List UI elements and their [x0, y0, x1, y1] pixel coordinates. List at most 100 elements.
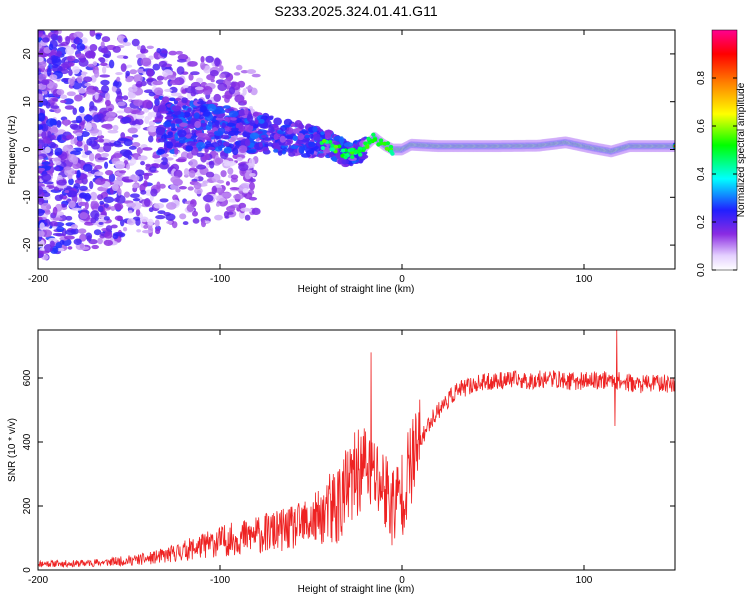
- spectrogram-noise-blob: [128, 86, 138, 93]
- spectrogram-noise-blob: [86, 235, 92, 242]
- spectrogram-noise-blob: [73, 238, 82, 246]
- spectrogram-cluster-blob: [283, 147, 288, 151]
- spectrogram-cluster-blob: [185, 145, 194, 152]
- spectrogram-noise-blob: [52, 217, 63, 221]
- spectrogram-noise-blob: [159, 198, 169, 203]
- spectrogram-noise-blob: [175, 50, 183, 55]
- spectrogram-noise-blob: [233, 193, 244, 200]
- spectrogram-noise-blob: [196, 77, 204, 84]
- spectrogram-noise-blob: [125, 70, 131, 77]
- spectrogram-noise-blob: [68, 178, 74, 186]
- spectrogram-noise-blob: [104, 99, 111, 107]
- spectrogram-noise-blob: [41, 161, 51, 166]
- spectrogram-noise-blob: [89, 180, 94, 190]
- spectrogram-noise-blob: [215, 202, 221, 207]
- spectrogram-noise-blob: [226, 205, 236, 212]
- spectrogram-cluster-blob: [167, 131, 173, 137]
- spectrogram-noise-blob: [78, 173, 88, 180]
- spectrogram-noise-blob: [158, 60, 168, 68]
- spectrogram-noise-blob: [238, 163, 249, 172]
- spectrogram-noise-blob: [56, 89, 65, 96]
- spectrogram-cluster-blob: [212, 109, 222, 115]
- spectrogram-noise-blob: [246, 69, 257, 75]
- spectrogram-noise-blob: [38, 186, 44, 195]
- spectrogram-noise-blob: [104, 169, 114, 176]
- spectrogram-noise-blob: [63, 98, 74, 105]
- spectrogram-y-ticks: 20 10 0 -10 -20: [22, 48, 675, 252]
- spectrogram-cluster-blob: [300, 153, 311, 158]
- spectrogram-noise-blob: [99, 200, 105, 205]
- spectrogram-noise-blob: [97, 237, 103, 245]
- spectrogram-cluster-blob: [277, 130, 286, 135]
- spectrogram-noise-blob: [46, 118, 57, 127]
- spectrogram-noise-blob: [192, 218, 200, 224]
- spectrogram-noise-blob: [242, 188, 249, 194]
- spectrogram-noise-blob: [73, 31, 84, 39]
- y-tick-label: 0: [22, 146, 33, 152]
- spectrogram-noise-blob: [141, 229, 153, 234]
- spectrogram-noise-blob: [191, 146, 199, 156]
- spectrogram-noise-blob: [85, 89, 96, 95]
- spectrogram-noise-blob: [88, 152, 95, 162]
- spectrogram-noise-blob: [40, 202, 51, 211]
- spectrogram-noise-blob: [92, 61, 98, 66]
- spectrogram-cluster-blob: [308, 141, 316, 148]
- spectrogram-noise-blob: [47, 131, 52, 139]
- spectrogram-noise-blob: [84, 82, 91, 87]
- spectrogram-noise-blob: [41, 131, 47, 139]
- spectrogram-noise-blob: [101, 85, 110, 94]
- spectrogram-cluster-blob: [309, 133, 314, 139]
- spectrogram-noise-blob: [88, 136, 99, 141]
- spectrogram-noise-blob: [111, 183, 119, 192]
- spectrogram-noise-blob: [166, 74, 177, 80]
- spectrogram-noise-blob: [147, 218, 154, 226]
- ridge-dot: [353, 149, 358, 154]
- spectrogram-noise-blob: [134, 114, 145, 120]
- spectrogram-noise-blob: [99, 74, 111, 78]
- spectrogram-noise-blob: [64, 105, 75, 110]
- spectrogram-noise-blob: [143, 89, 155, 94]
- spectrogram-noise-blob: [251, 73, 261, 78]
- ridge-dot: [333, 144, 339, 149]
- spectrogram-noise-blob: [235, 64, 243, 71]
- spectrogram-noise-blob: [112, 45, 122, 53]
- spectrogram-noise-blob: [251, 207, 261, 216]
- spectrogram-noise-blob: [146, 68, 154, 78]
- ridge-dot: [358, 152, 363, 157]
- spectrogram-cluster-blob: [161, 96, 170, 103]
- spectrogram-noise-blob: [137, 155, 148, 161]
- spectrogram-noise-blob: [94, 164, 103, 170]
- spectrogram-noise-blob: [122, 226, 128, 232]
- spectrogram-cluster-blob: [282, 124, 291, 128]
- spectrogram-noise-blob: [99, 57, 106, 64]
- spectrogram-cluster-blob: [190, 135, 197, 140]
- spectrogram-noise-blob: [104, 115, 115, 122]
- spectrogram-cluster-blob: [157, 148, 166, 155]
- spectrogram-noise-blob: [131, 183, 138, 189]
- spectrogram-cluster-blob: [187, 107, 192, 113]
- spectrogram-noise-blob: [50, 105, 60, 109]
- spectrogram-noise-blob: [214, 157, 224, 165]
- spectrogram-noise-blob: [71, 207, 83, 211]
- spectrogram-noise-blob: [38, 60, 47, 69]
- spectrogram-noise-blob: [42, 192, 51, 198]
- spectrogram-noise-blob: [156, 181, 161, 190]
- spectrogram-noise-blob: [236, 157, 243, 162]
- spectrogram-cluster-blob: [313, 133, 321, 141]
- spectrogram-noise-blob: [140, 189, 147, 195]
- spectrogram-cluster-blob: [320, 131, 325, 135]
- spectrogram-noise-blob: [38, 30, 44, 33]
- spectrogram-noise-blob: [84, 50, 96, 59]
- spectrogram-noise-blob: [129, 193, 140, 199]
- ridge-dot: [340, 148, 346, 153]
- spectrogram-cluster-blob: [238, 145, 248, 154]
- spectrogram-cluster-blob: [304, 134, 310, 139]
- spectrogram-cluster-blob: [185, 134, 191, 139]
- spectrogram-cluster-blob: [183, 111, 191, 118]
- spectrogram-noise-blob: [83, 144, 89, 152]
- spectrogram-cluster-blob: [244, 139, 251, 147]
- spectrogram-noise-blob: [240, 207, 251, 212]
- snr-frame: [37, 329, 676, 571]
- spectrogram-cluster-blob: [273, 148, 279, 153]
- spectrogram-noise-blob: [248, 158, 256, 167]
